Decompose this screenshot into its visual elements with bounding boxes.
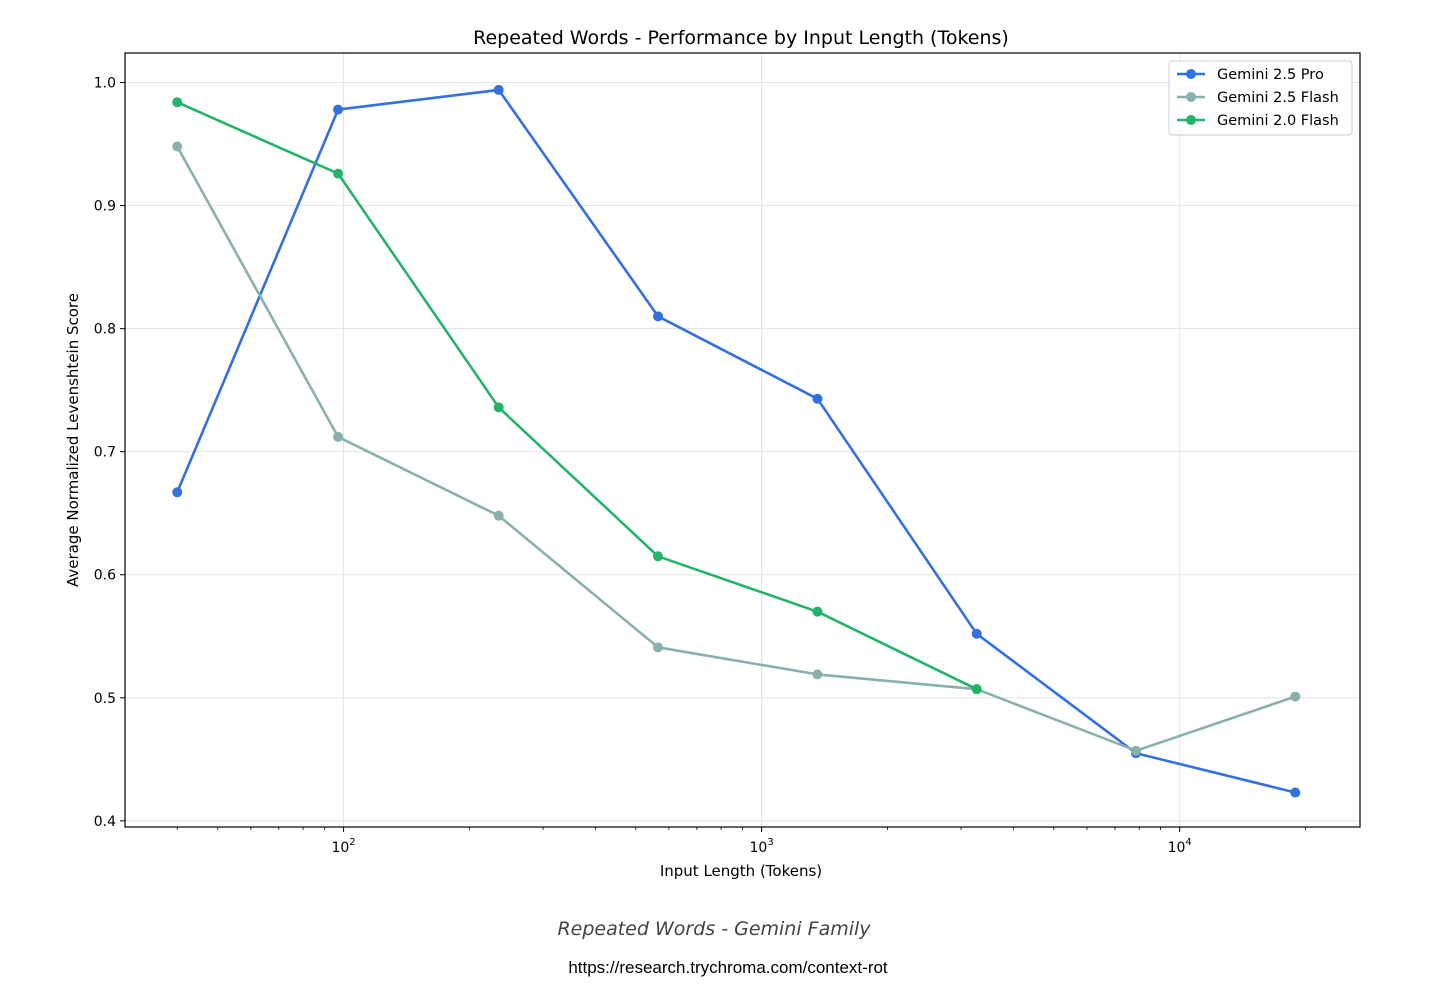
legend-swatch-marker	[1186, 92, 1196, 102]
data-point	[333, 168, 344, 179]
legend-item: Gemini 2.0 Flash	[1177, 113, 1339, 129]
y-tick-label: 0.6	[94, 568, 116, 584]
data-point	[493, 510, 504, 521]
x-axis-label: Input Length (Tokens)	[660, 862, 822, 880]
legend-swatch-marker	[1186, 115, 1196, 125]
data-point	[1290, 691, 1301, 702]
series-gemini-2-5-flash	[172, 141, 1301, 756]
series-line	[176, 145, 1296, 753]
data-point	[333, 104, 344, 115]
legend-swatch-marker	[1186, 69, 1196, 79]
legend-item: Gemini 2.5 Flash	[1177, 90, 1339, 106]
legend-label: Gemini 2.5 Flash	[1217, 90, 1339, 106]
data-point	[1290, 787, 1301, 798]
data-point	[172, 97, 183, 108]
y-tick-label: 0.7	[94, 445, 116, 461]
figure-caption: Repeated Words - Gemini Family	[557, 918, 871, 940]
data-point	[812, 606, 823, 617]
data-point	[172, 141, 183, 152]
x-tick-label: 102	[331, 837, 355, 856]
y-tick-label: 0.8	[94, 322, 116, 338]
legend-item: Gemini 2.5 Pro	[1177, 67, 1324, 83]
y-tick-label: 0.4	[94, 814, 116, 830]
y-axis-label: Average Normalized Levenshtein Score	[64, 293, 82, 587]
data-point	[652, 551, 663, 562]
gridlines	[125, 53, 1360, 827]
data-point	[971, 628, 982, 639]
legend-box	[1168, 60, 1353, 136]
data-point	[172, 487, 183, 498]
data-point	[652, 642, 663, 653]
source-url[interactable]: https://research.trychroma.com/context-r…	[568, 958, 888, 977]
plot-frame	[124, 52, 1361, 828]
data-point	[812, 669, 823, 680]
x-tick-label: 103	[750, 837, 774, 856]
y-tick-label: 0.5	[94, 691, 116, 707]
series-line	[176, 88, 1296, 794]
y-tick-label: 0.9	[94, 199, 116, 215]
series-gemini-2-0-flash	[172, 97, 982, 695]
tick-marks: 0.4 0.5 0.6 0.7 0.8 0.9 1.0 102 103 104	[94, 76, 1192, 856]
legend-label: Gemini 2.5 Pro	[1217, 67, 1324, 83]
data-point	[333, 431, 344, 442]
legend: Gemini 2.5 Pro Gemini 2.5 Flash Gemini 2.0…	[1168, 60, 1353, 136]
data-point	[1130, 745, 1141, 756]
legend-label: Gemini 2.0 Flash	[1217, 113, 1339, 129]
data-point	[493, 402, 504, 413]
data-point	[812, 393, 823, 404]
series-line	[176, 101, 978, 691]
data-point	[493, 84, 504, 95]
data-point	[652, 311, 663, 322]
series-layer	[172, 84, 1301, 798]
y-tick-label: 1.0	[94, 76, 116, 92]
data-point	[971, 684, 982, 695]
chart-title: Repeated Words - Performance by Input Le…	[473, 27, 1009, 49]
x-tick-label: 104	[1168, 837, 1192, 856]
